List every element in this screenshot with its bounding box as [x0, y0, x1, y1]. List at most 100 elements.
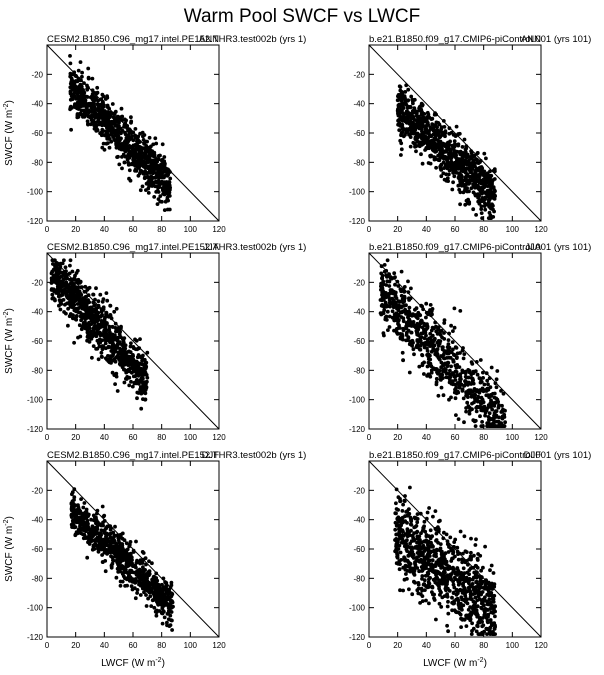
scatter-point [90, 334, 95, 339]
scatter-point [470, 174, 474, 179]
scatter-point [392, 271, 397, 276]
scatter-point [413, 144, 417, 149]
scatter-point [130, 357, 134, 361]
scatter-point [141, 138, 146, 142]
scatter-point [467, 411, 472, 416]
scatter-point [474, 409, 479, 414]
scatter-point [139, 391, 144, 396]
scatter-point [133, 148, 138, 152]
scatter-point [134, 338, 139, 343]
scatter-point [146, 191, 151, 195]
scatter-point [143, 397, 148, 402]
scatter-point [146, 186, 151, 191]
scatter-point [157, 599, 162, 604]
scatter-point [482, 181, 486, 186]
scatter-point [492, 209, 496, 214]
scatter-point [474, 580, 478, 585]
scatter-point [113, 524, 117, 529]
y-tick-label: -80 [353, 158, 365, 167]
scatter-point [428, 331, 433, 336]
scatter-point [434, 120, 439, 125]
scatter-point [400, 122, 404, 127]
scatter-point [453, 161, 458, 166]
scatter-point [165, 620, 169, 625]
scatter-point [408, 116, 413, 120]
scatter-point [98, 122, 103, 126]
x-tick-label: 60 [451, 433, 460, 442]
scatter-point [96, 341, 101, 346]
scatter-point [78, 60, 83, 64]
scatter-point [133, 126, 138, 131]
y-tick-label: -120 [349, 425, 366, 434]
x-tick-label: 20 [393, 433, 402, 442]
scatter-point [105, 525, 109, 529]
scatter-point [119, 357, 124, 362]
scatter-point [423, 139, 428, 143]
scatter-point [488, 213, 493, 218]
scatter-point [417, 144, 422, 149]
scatter-point [393, 527, 398, 532]
scatter-point [77, 323, 82, 328]
scatter-point [388, 290, 393, 295]
scatter-point [102, 115, 107, 120]
scatter-point [49, 281, 54, 285]
scatter-point [409, 94, 414, 99]
scatter-point [128, 540, 133, 544]
x-tick-label: 40 [100, 225, 109, 234]
scatter-point [481, 376, 485, 380]
scatter-point [428, 353, 432, 358]
scatter-point [127, 383, 132, 388]
scatter-point [110, 332, 115, 337]
scatter-point [119, 566, 124, 571]
scatter-point [429, 328, 434, 333]
scatter-point [383, 317, 388, 322]
scatter-point [127, 349, 131, 354]
scatter-point [119, 335, 123, 340]
scatter-point [98, 292, 103, 297]
scatter-point [114, 336, 119, 341]
scatter-point [427, 146, 431, 151]
scatter-point [69, 76, 74, 81]
scatter-point [137, 159, 141, 164]
scatter-point [85, 325, 90, 330]
scatter-point [160, 142, 165, 147]
scatter-point [489, 179, 494, 184]
scatter-point [441, 393, 446, 398]
y-tick-label: -120 [349, 217, 366, 226]
scatter-point [152, 195, 157, 199]
one-to-one-line [368, 252, 542, 430]
scatter-point [139, 406, 144, 411]
scatter-point [83, 510, 88, 515]
scatter-point [420, 161, 425, 166]
scatter-point [453, 396, 458, 401]
y-axis-label: SWCF (W m-2) [3, 516, 15, 582]
x-tick-label: 60 [451, 225, 460, 234]
scatter-point [425, 364, 430, 369]
scatter-point [487, 411, 492, 416]
scatter-point [399, 153, 403, 157]
scatter-point [499, 389, 503, 393]
scatter-point [493, 189, 497, 194]
scatter-point [121, 341, 126, 346]
scatter-point [117, 120, 121, 125]
scatter-point [469, 536, 473, 541]
scatter-point [487, 188, 492, 193]
scatter-point [401, 358, 405, 362]
scatter-point [101, 94, 106, 99]
scatter-point [107, 330, 112, 335]
scatter-point [449, 364, 453, 369]
scatter-point [451, 329, 455, 333]
scatter-point [82, 97, 86, 101]
scatter-point [96, 118, 100, 123]
scatter-point [486, 393, 490, 398]
scatter-point [409, 286, 413, 291]
y-axis-label-close: ) [4, 516, 15, 519]
scatter-point [410, 338, 415, 343]
x-tick-label: 80 [479, 433, 488, 442]
scatter-point [425, 510, 430, 515]
scatter-point [73, 532, 78, 537]
scatter-point [430, 116, 435, 121]
scatter-point [93, 319, 98, 324]
scatter-point [473, 181, 478, 186]
scatter-point [70, 316, 75, 321]
